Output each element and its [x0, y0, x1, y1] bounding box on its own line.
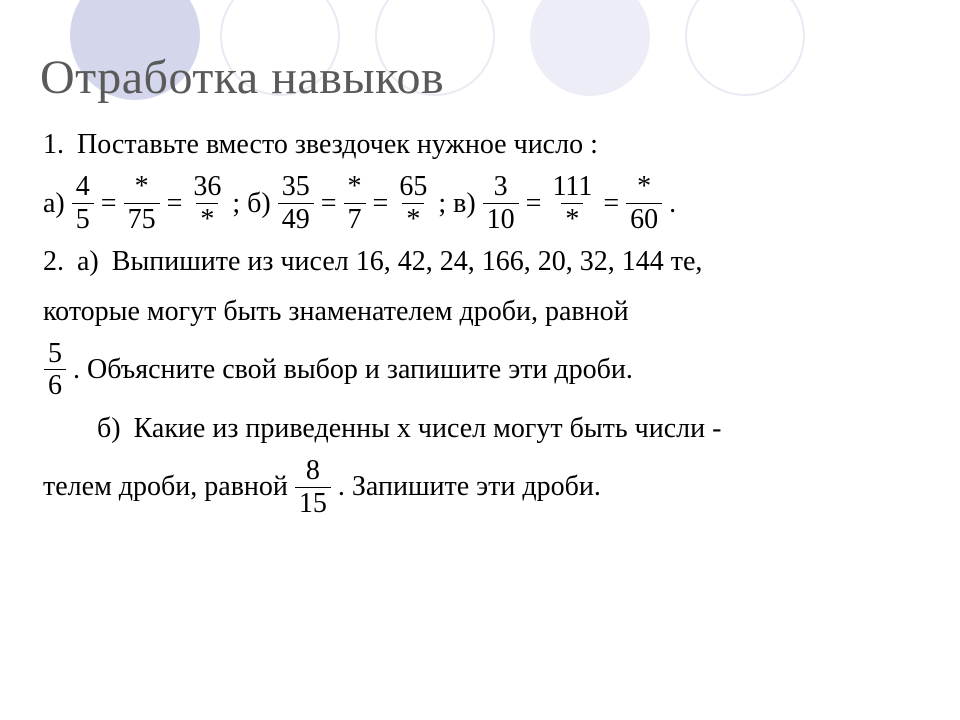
problem2a-line1: 2. а) Выпишите из чисел 16, 42, 24, 166,… — [40, 240, 920, 283]
problem2b-line2: телем дроби, равной 8 15 . Запишите эти … — [40, 456, 920, 518]
fraction: * 60 — [626, 172, 662, 234]
problem2a-line2: которые могут быть знаменателем дроби, р… — [40, 290, 920, 333]
p1a-label: а) — [40, 182, 68, 225]
p2b-label: б) — [94, 413, 124, 444]
problem1-instruction: 1. Поставьте вместо звездочек нужное чис… — [40, 123, 920, 166]
p2b-text2a: телем дроби, равной — [40, 465, 291, 508]
equals-sign: = — [164, 182, 186, 225]
slide-title: Отработка навыков — [40, 50, 920, 105]
slide-content: Отработка навыков 1. Поставьте вместо зв… — [0, 0, 960, 518]
equals-sign: = — [98, 182, 120, 225]
p1-tail: . — [666, 182, 679, 225]
p2-label: 2. — [40, 246, 67, 277]
p2a-text1: Выпишите из чисел 16, 42, 24, 166, 20, 3… — [109, 246, 706, 277]
p2a-text2: которые могут быть знаменателем дроби, р… — [40, 296, 632, 327]
fraction: * 7 — [344, 172, 366, 234]
fraction: 5 6 — [44, 339, 66, 401]
problem2a-line3: 5 6 . Объясните свой выбор и запишите эт… — [40, 339, 920, 401]
fraction: 8 15 — [295, 456, 331, 518]
problem2b-line1: б) Какие из приведенны х чисел могут быт… — [40, 407, 920, 450]
fraction: 35 49 — [278, 172, 314, 234]
p1b-label: ; б) — [229, 182, 273, 225]
p1c-label: ; в) — [435, 182, 478, 225]
p2b-text2b: . Запишите эти дроби. — [335, 465, 604, 508]
equals-sign: = — [523, 182, 545, 225]
problem1-equations: а) 4 5 = * 75 = 36 * ; б) 35 49 = * — [40, 172, 920, 234]
p1-instruction-text: Поставьте вместо звездочек нужное число … — [74, 129, 601, 160]
content-body: 1. Поставьте вместо звездочек нужное чис… — [40, 123, 920, 518]
fraction: 36 * — [189, 172, 225, 234]
fraction: 111 * — [548, 172, 596, 234]
fraction: 4 5 — [72, 172, 94, 234]
equals-sign: = — [370, 182, 392, 225]
p2a-label: а) — [74, 246, 102, 277]
equals-sign: = — [600, 182, 622, 225]
p2a-text3: . Объясните свой выбор и запишите эти др… — [70, 348, 636, 391]
p1-label: 1. — [40, 129, 67, 160]
fraction: 65 * — [395, 172, 431, 234]
fraction: * 75 — [124, 172, 160, 234]
fraction: 3 10 — [483, 172, 519, 234]
p2b-text1: Какие из приведенны х чисел могут быть ч… — [131, 413, 725, 444]
equals-sign: = — [318, 182, 340, 225]
